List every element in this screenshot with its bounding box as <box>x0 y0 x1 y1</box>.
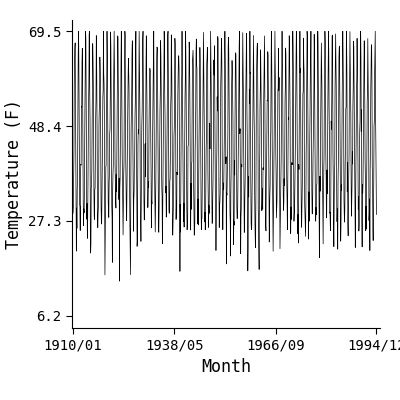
Y-axis label: Temperature (F): Temperature (F) <box>4 99 22 249</box>
X-axis label: Month: Month <box>201 358 251 376</box>
